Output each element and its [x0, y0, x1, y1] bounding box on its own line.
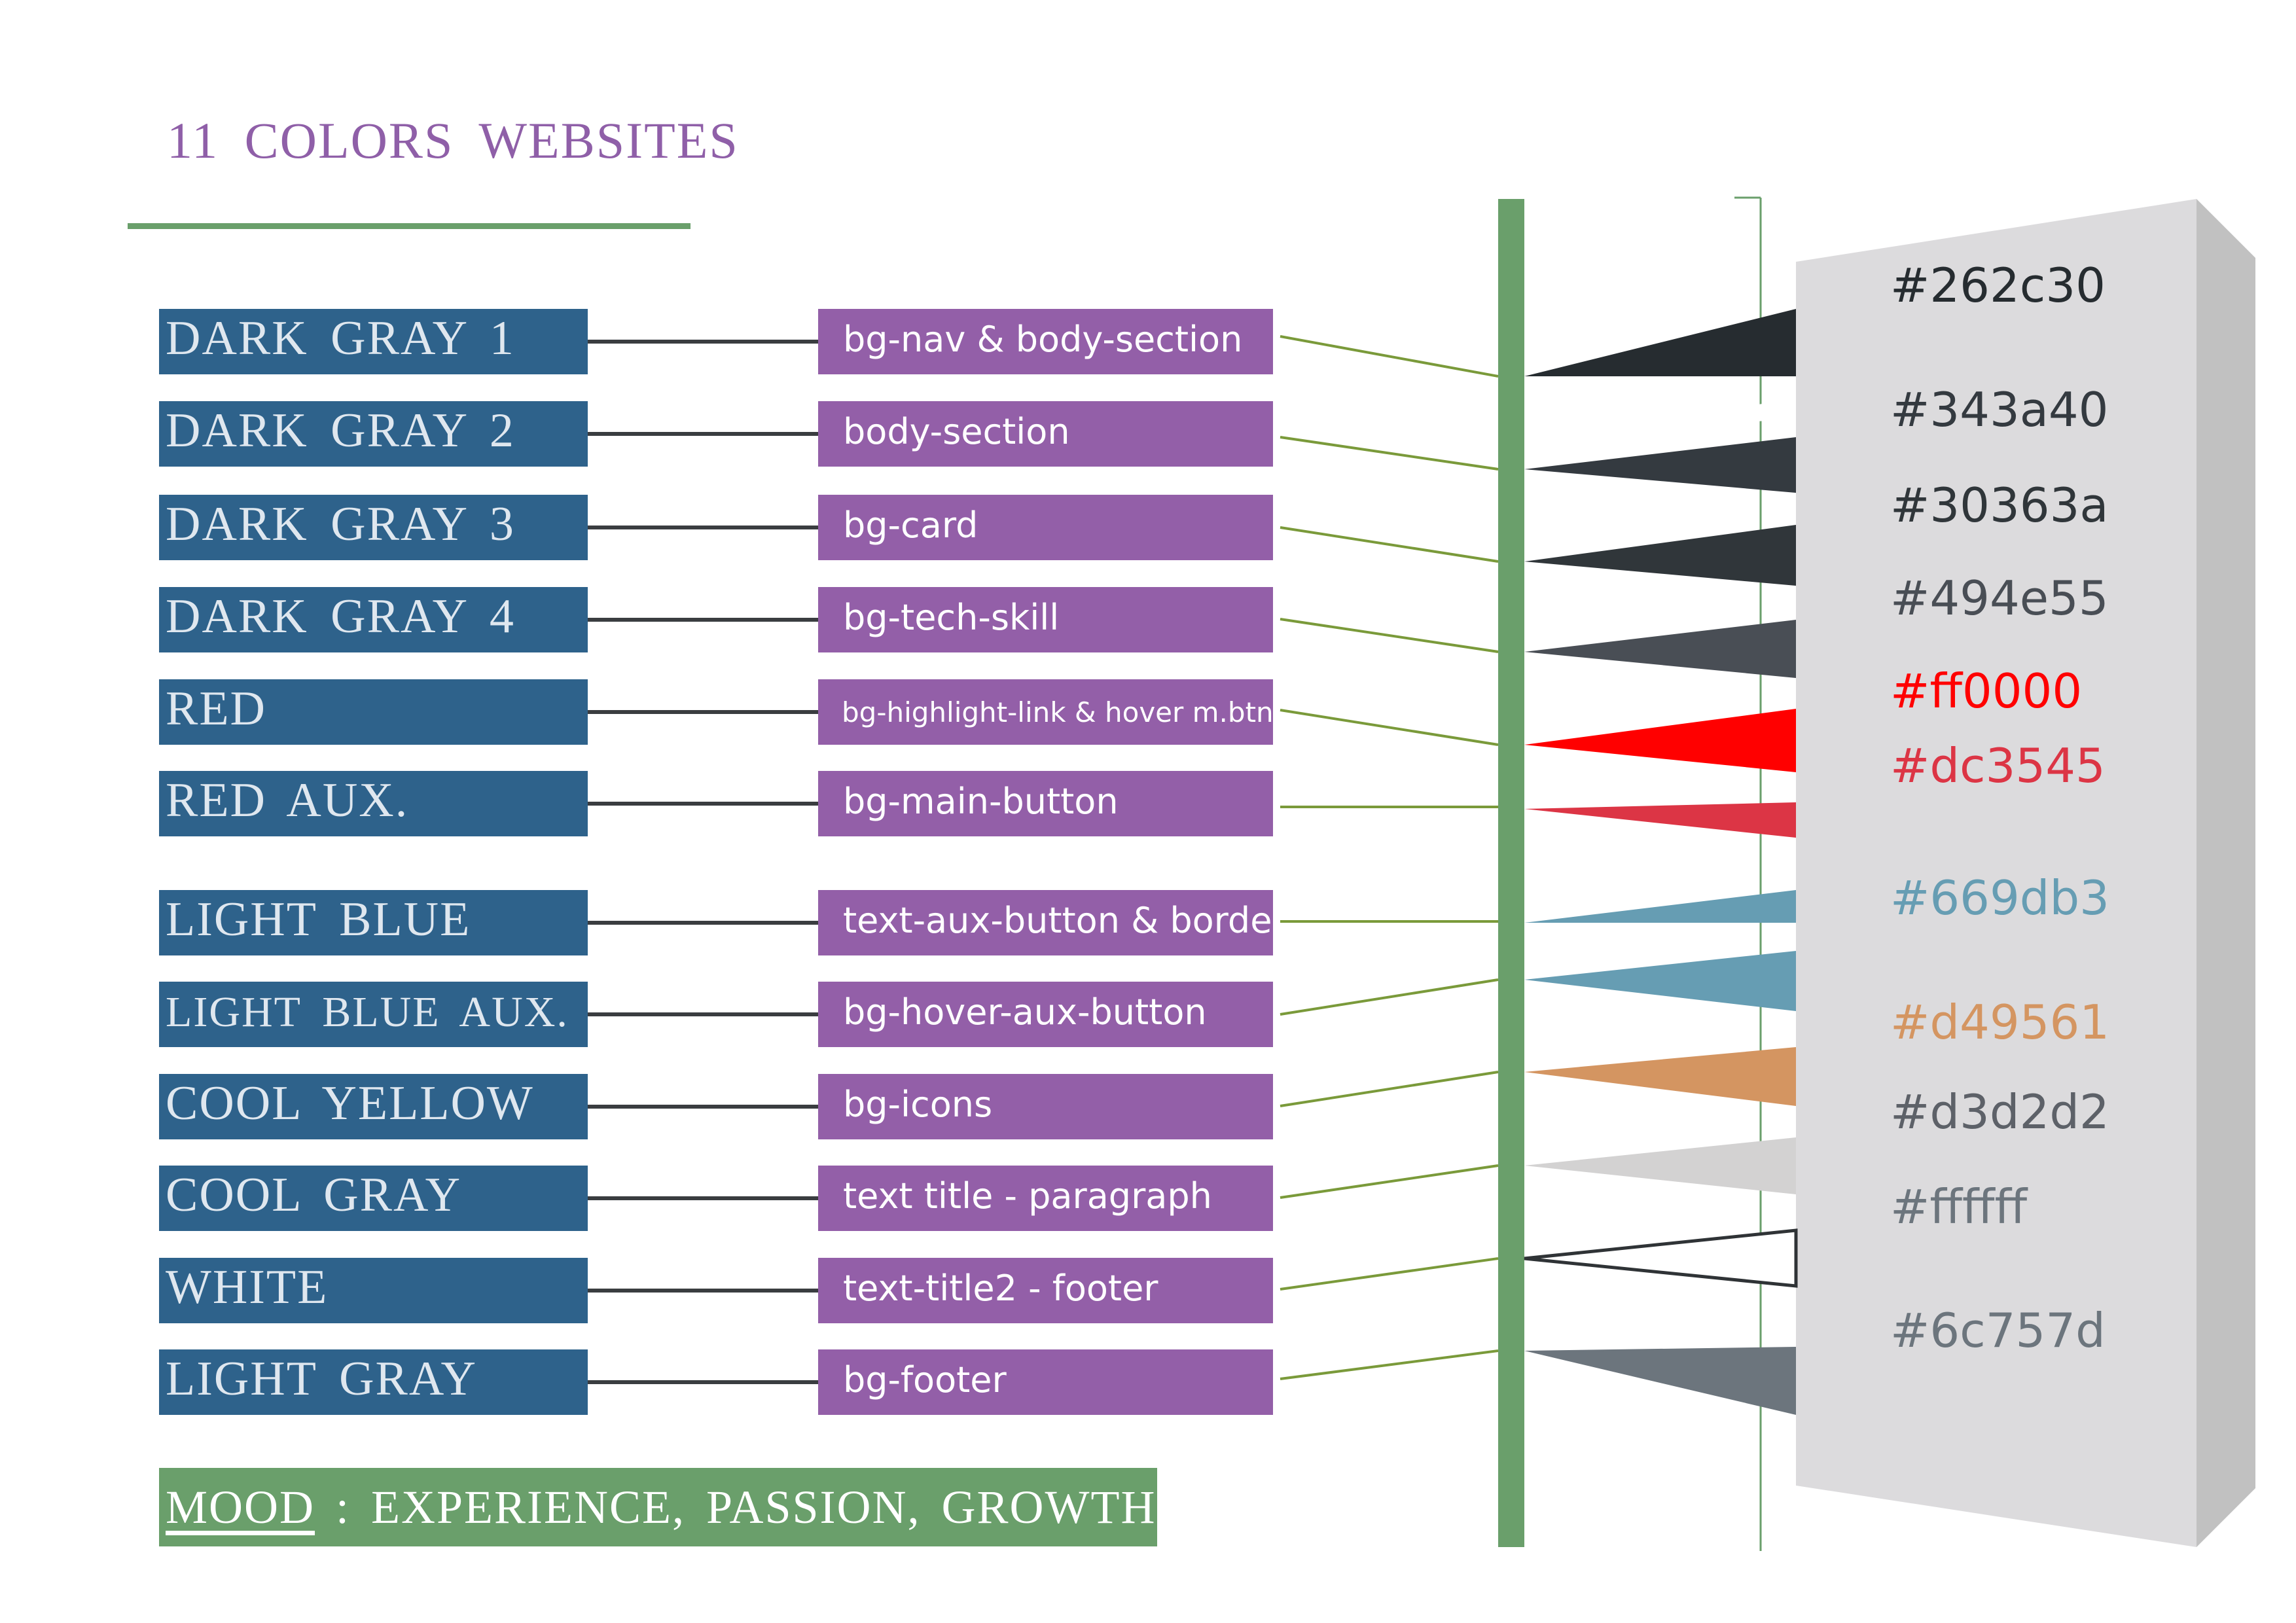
- hex-code-label: #ff0000: [1890, 664, 2083, 719]
- role-bar-connector: [1280, 709, 1499, 746]
- color-name-box: DARK GRAY 4: [159, 587, 588, 652]
- swatch-wedge: [1524, 1047, 1796, 1106]
- hex-card: [1796, 199, 2255, 1547]
- swatch-wedge: [1524, 1347, 1796, 1415]
- role-bar-connector: [1280, 335, 1499, 378]
- swatch-wedge: [1524, 951, 1796, 1011]
- color-name-box: COOL YELLOW: [159, 1074, 588, 1139]
- swatch-wedge: [1524, 620, 1796, 678]
- page-title: 11 COLORS WEBSITES: [167, 112, 739, 169]
- role-bar-connector: [1280, 1257, 1499, 1291]
- color-role-box: bg-tech-skill: [818, 587, 1273, 652]
- hex-code-label: #669db3: [1890, 870, 2109, 925]
- color-name-box: LIGHT GRAY: [159, 1349, 588, 1415]
- hex-code-label: #d3d2d2: [1890, 1084, 2109, 1139]
- color-role-box: bg-nav & body-section: [818, 309, 1273, 374]
- swatch-wedge: [1524, 890, 1796, 923]
- role-bar-connector: [1280, 978, 1499, 1016]
- mood-label: MOOD: [166, 1481, 315, 1533]
- color-name-box: DARK GRAY 2: [159, 401, 588, 467]
- highlight-wedge: [1524, 399, 1796, 437]
- swatch-wedge: [1524, 1228, 1798, 1288]
- mood-values: EXPERIENCE, PASSION, GROWTH: [371, 1481, 1157, 1533]
- role-bar-connector: [1280, 526, 1499, 563]
- swatch-wedge: [1524, 802, 1796, 838]
- color-role-box: body-section: [818, 401, 1273, 467]
- connector-lines: [588, 335, 1499, 1384]
- color-name-box: COOL GRAY: [159, 1166, 588, 1231]
- hex-code-label: #dc3545: [1890, 738, 2106, 793]
- hex-code-label: #30363a: [1890, 478, 2109, 533]
- color-role-box: bg-footer: [818, 1349, 1273, 1415]
- swatch-wedge: [1524, 309, 1796, 376]
- title-underline: [128, 223, 691, 229]
- color-role-box: bg-highlight-link & hover m.btn: [818, 679, 1273, 745]
- hex-code-label: #ffffff: [1890, 1179, 2028, 1234]
- thin-vertical-guide: [1734, 196, 1762, 1551]
- hex-card-side: [2197, 199, 2255, 1547]
- role-bar-connector: [1280, 1071, 1499, 1107]
- swatch-wedge: [1524, 1137, 1796, 1194]
- color-role-box: bg-main-button: [818, 771, 1273, 836]
- hex-card-face: [1796, 199, 2197, 1547]
- swatch-wedges: [1524, 309, 1798, 1415]
- color-name-box: DARK GRAY 3: [159, 495, 588, 560]
- hex-code-label: #d49561: [1890, 995, 2110, 1050]
- green-vertical-bar: [1498, 199, 1524, 1547]
- role-bar-connector: [1280, 618, 1499, 653]
- color-name-box: LIGHT BLUE: [159, 890, 588, 955]
- hex-code-label: #6c757d: [1890, 1303, 2106, 1358]
- color-name-box: DARK GRAY 1: [159, 309, 588, 374]
- swatch-wedge: [1524, 437, 1796, 493]
- color-role-box: text-title2 - footer: [818, 1258, 1273, 1323]
- color-name-box: WHITE: [159, 1258, 588, 1323]
- color-role-box: text title - paragraph: [818, 1166, 1273, 1231]
- color-role-box: bg-icons: [818, 1074, 1273, 1139]
- color-role-box: bg-hover-aux-button: [818, 982, 1273, 1047]
- role-bar-connector: [1280, 1164, 1499, 1199]
- hex-code-label: #343a40: [1890, 382, 2109, 437]
- hex-code-label: #494e55: [1890, 571, 2109, 626]
- role-bar-connector: [1280, 1349, 1499, 1380]
- mood-separator: :: [315, 1481, 372, 1533]
- color-role-box: text-aux-button & border: [818, 890, 1273, 955]
- swatch-wedge: [1524, 525, 1796, 586]
- color-name-box: LIGHT BLUE AUX.: [159, 982, 588, 1047]
- mood-banner: MOOD : EXPERIENCE, PASSION, GROWTH: [159, 1468, 1157, 1546]
- role-bar-connector: [1280, 436, 1499, 471]
- color-name-box: RED: [159, 679, 588, 745]
- color-role-box: bg-card: [818, 495, 1273, 560]
- swatch-wedge: [1524, 709, 1796, 772]
- color-name-box: RED AUX.: [159, 771, 588, 836]
- hex-code-label: #262c30: [1890, 258, 2106, 313]
